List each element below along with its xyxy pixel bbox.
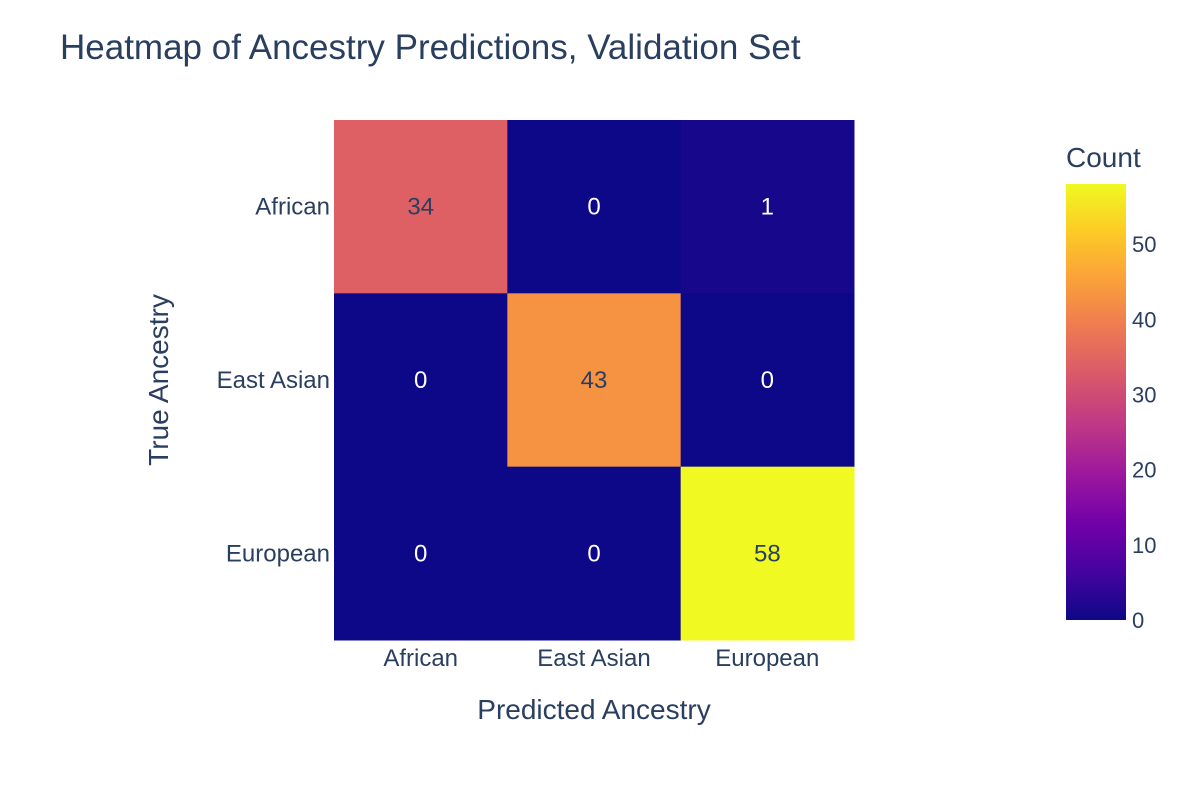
heatmap-cell-east-asian-european	[680, 293, 855, 468]
heatmap-cell-labels: 34 0 1 0 43 0 0 0 58	[407, 194, 780, 568]
x-axis-ticks: African East Asian European	[383, 645, 819, 672]
y-tick-label: East Asian	[217, 367, 330, 394]
heatmap-cell-european-african	[334, 466, 508, 641]
colorbar-tick-label: 10	[1132, 533, 1156, 558]
y-axis-title: True Ancestry	[143, 294, 174, 466]
heatmap-cell-african-european	[680, 120, 855, 294]
x-tick-label: European	[715, 645, 819, 672]
colorbar	[1066, 184, 1126, 620]
chart-title: Heatmap of Ancestry Predictions, Validat…	[60, 28, 801, 67]
colorbar-tick-label: 0	[1132, 608, 1144, 633]
heatmap-cell-european-european	[680, 466, 855, 641]
x-tick-label: African	[383, 645, 458, 672]
heatmap-cell-east-asian-east-asian	[507, 293, 682, 468]
cell-value-label: 0	[587, 194, 600, 221]
colorbar-ticks: 0 10 20 30 40 50	[1132, 232, 1156, 633]
cell-value-label: 0	[761, 367, 774, 394]
y-tick-label: African	[255, 194, 330, 221]
y-axis-ticks: African East Asian European	[217, 194, 330, 568]
heatmap-cell-european-east-asian	[507, 466, 682, 641]
y-tick-label: European	[226, 540, 330, 567]
x-tick-label: East Asian	[537, 645, 650, 672]
colorbar-tick-label: 50	[1132, 232, 1156, 257]
colorbar-tick-label: 20	[1132, 458, 1156, 483]
heatmap-cell-african-east-asian	[507, 120, 682, 294]
cell-value-label: 1	[761, 194, 774, 221]
heatmap-cell-african-african	[334, 120, 508, 294]
colorbar-title: Count	[1066, 142, 1141, 173]
cell-value-label: 0	[587, 540, 600, 567]
cell-value-label: 34	[407, 194, 434, 221]
cell-value-label: 43	[581, 367, 608, 394]
colorbar-tick-label: 30	[1132, 382, 1156, 407]
colorbar-tick-label: 40	[1132, 307, 1156, 332]
cell-value-label: 0	[414, 367, 427, 394]
heatmap-cell-east-asian-african	[334, 293, 508, 468]
cell-value-label: 0	[414, 540, 427, 567]
x-axis-title: Predicted Ancestry	[477, 694, 710, 725]
heatmap-cells	[334, 120, 855, 641]
cell-value-label: 58	[754, 540, 781, 567]
